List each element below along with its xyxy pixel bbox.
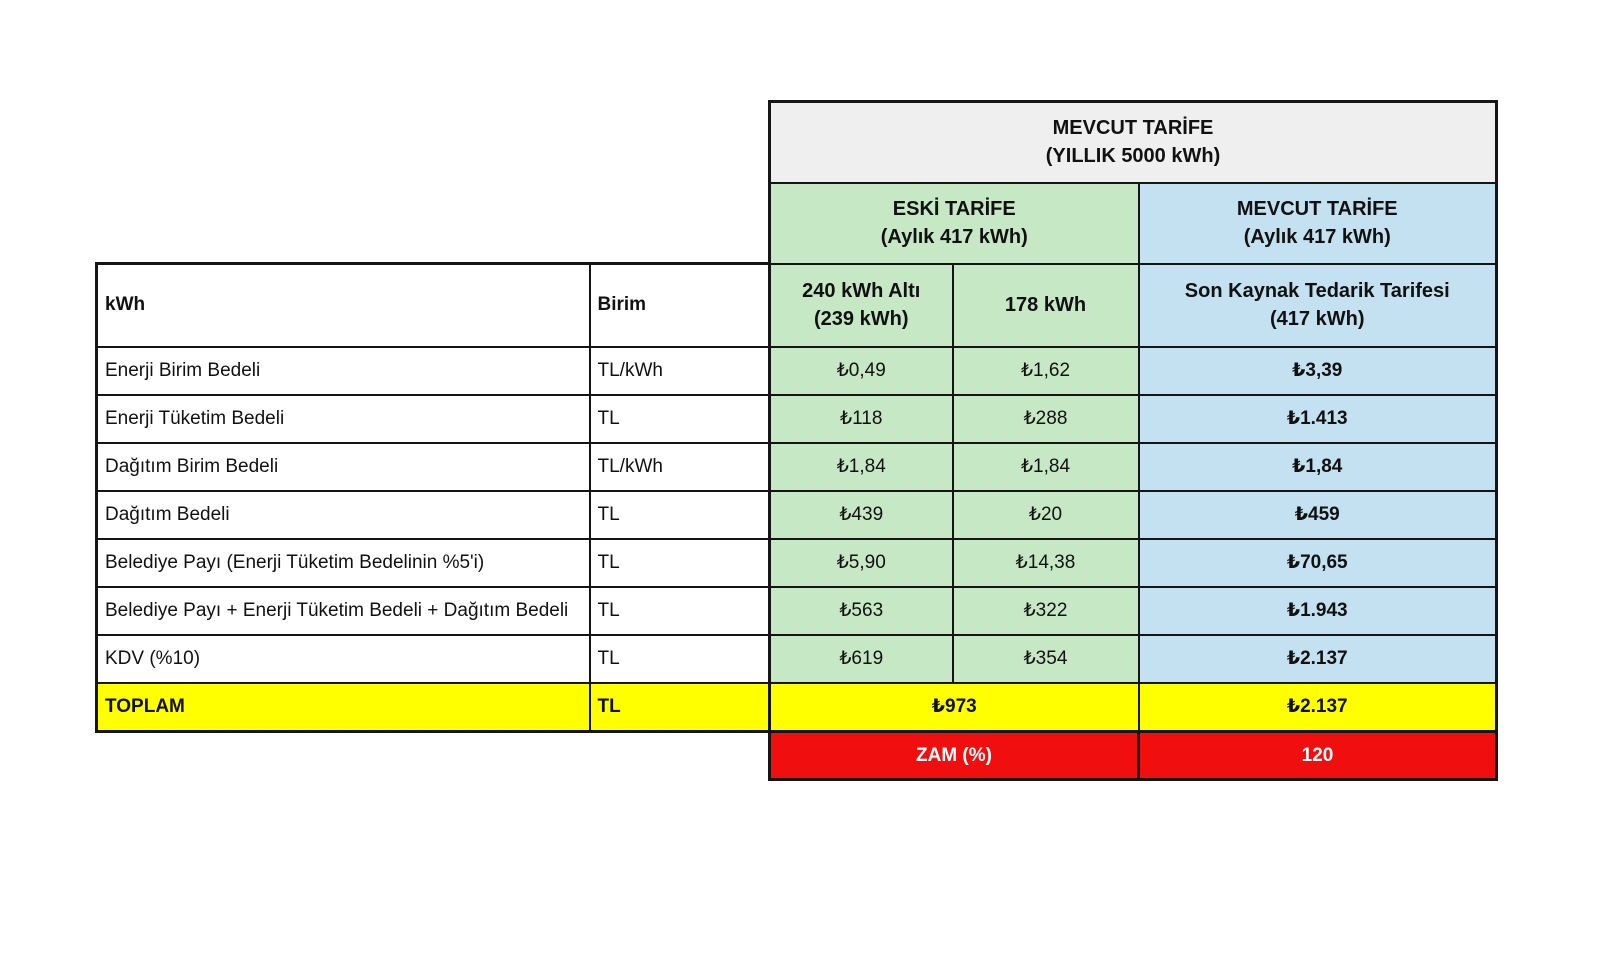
col-header-240kwh: 240 kWh Altı (239 kWh) xyxy=(768,262,954,348)
empty-top-left xyxy=(96,101,770,183)
row-unit: TL xyxy=(588,537,771,588)
table-title-line1: MEVCUT TARİFE xyxy=(1052,117,1214,140)
col-header-178kwh: 178 kWh xyxy=(951,262,1140,348)
value-old-178kwh: ₺322 xyxy=(951,585,1140,636)
table-title: MEVCUT TARİFE (YILLIK 5000 kWh) xyxy=(767,100,1499,184)
total-label: TOPLAM xyxy=(95,681,591,733)
value-old-239kwh: ₺619 xyxy=(768,633,954,684)
value-current: ₺459 xyxy=(1137,489,1499,540)
zam-label: ZAM (%) xyxy=(768,730,1140,781)
value-old-239kwh: ₺439 xyxy=(768,489,954,540)
total-old-tariff: ₺973 xyxy=(768,681,1140,733)
col-header-240kwh-line1: 240 kWh Altı xyxy=(802,280,921,302)
col-header-240kwh-line2: (239 kWh) xyxy=(814,308,909,330)
value-old-178kwh: ₺1,62 xyxy=(951,345,1140,396)
table-row: Dağıtım Bedeli TL ₺439 ₺20 ₺459 xyxy=(95,489,1499,540)
col-header-birim: Birim xyxy=(588,262,771,348)
current-tariff-line1: MEVCUT TARİFE xyxy=(1236,198,1398,220)
row-unit: TL xyxy=(588,633,771,684)
row-unit: TL xyxy=(588,585,771,636)
row-unit: TL/kWh xyxy=(588,345,771,396)
old-tariff-line2: (Aylık 417 kWh) xyxy=(880,226,1028,248)
current-tariff-line2: (Aylık 417 kWh) xyxy=(1243,226,1391,248)
empty-bottom-left xyxy=(96,731,770,780)
table-row: Enerji Tüketim Bedeli TL ₺118 ₺288 ₺1.41… xyxy=(95,393,1499,444)
table-row: Belediye Payı (Enerji Tüketim Bedelinin … xyxy=(95,537,1499,588)
value-current: ₺2.137 xyxy=(1137,633,1499,684)
value-old-239kwh: ₺0,49 xyxy=(768,345,954,396)
value-old-178kwh: ₺20 xyxy=(951,489,1140,540)
row-label: Enerji Birim Bedeli xyxy=(95,345,591,396)
table-row: Enerji Birim Bedeli TL/kWh ₺0,49 ₺1,62 ₺… xyxy=(95,345,1499,396)
total-unit: TL xyxy=(588,681,771,733)
value-old-178kwh: ₺288 xyxy=(951,393,1140,444)
col-header-kwh: kWh xyxy=(95,262,591,348)
row-unit: TL xyxy=(588,393,771,444)
col-header-son-kaynak-line1: Son Kaynak Tedarik Tarifesi xyxy=(1184,280,1450,302)
total-row: TOPLAM TL ₺973 ₺2.137 xyxy=(95,681,1499,733)
value-current: ₺3,39 xyxy=(1137,345,1499,396)
row-label: KDV (%10) xyxy=(95,633,591,684)
row-unit: TL xyxy=(588,489,771,540)
current-tariff-group-header: MEVCUT TARİFE (Aylık 417 kWh) xyxy=(1137,181,1499,265)
old-tariff-group-header: ESKİ TARİFE (Aylık 417 kWh) xyxy=(768,181,1140,265)
value-old-178kwh: ₺1,84 xyxy=(951,441,1140,492)
value-old-239kwh: ₺1,84 xyxy=(768,441,954,492)
col-header-son-kaynak: Son Kaynak Tedarik Tarifesi (417 kWh) xyxy=(1137,262,1499,348)
row-label: Dağıtım Birim Bedeli xyxy=(95,441,591,492)
col-header-son-kaynak-line2: (417 kWh) xyxy=(1270,308,1365,330)
row-unit: TL/kWh xyxy=(588,441,771,492)
value-old-239kwh: ₺118 xyxy=(768,393,954,444)
row-label: Belediye Payı (Enerji Tüketim Bedelinin … xyxy=(95,537,591,588)
value-current: ₺1.943 xyxy=(1137,585,1499,636)
value-old-178kwh: ₺14,38 xyxy=(951,537,1140,588)
table-row: Dağıtım Birim Bedeli TL/kWh ₺1,84 ₺1,84 … xyxy=(95,441,1499,492)
value-current: ₺70,65 xyxy=(1137,537,1499,588)
value-old-178kwh: ₺354 xyxy=(951,633,1140,684)
table-title-line2: (YILLIK 5000 kWh) xyxy=(1045,145,1221,168)
value-current: ₺1,84 xyxy=(1137,441,1499,492)
total-current-tariff: ₺2.137 xyxy=(1137,681,1499,733)
zam-row: ZAM (%) 120 xyxy=(96,730,1499,781)
value-old-239kwh: ₺563 xyxy=(768,585,954,636)
zam-value: 120 xyxy=(1137,730,1499,781)
tariff-comparison-table: MEVCUT TARİFE (YILLIK 5000 kWh) ESKİ TAR… xyxy=(95,100,1499,781)
value-old-239kwh: ₺5,90 xyxy=(768,537,954,588)
old-tariff-line1: ESKİ TARİFE xyxy=(892,198,1016,220)
row-label: Belediye Payı + Enerji Tüketim Bedeli + … xyxy=(95,585,591,636)
value-current: ₺1.413 xyxy=(1137,393,1499,444)
table-row: KDV (%10) TL ₺619 ₺354 ₺2.137 xyxy=(95,633,1499,684)
table-row: Belediye Payı + Enerji Tüketim Bedeli + … xyxy=(95,585,1499,636)
row-label: Dağıtım Bedeli xyxy=(95,489,591,540)
empty-group-left xyxy=(96,182,770,264)
row-label: Enerji Tüketim Bedeli xyxy=(95,393,591,444)
